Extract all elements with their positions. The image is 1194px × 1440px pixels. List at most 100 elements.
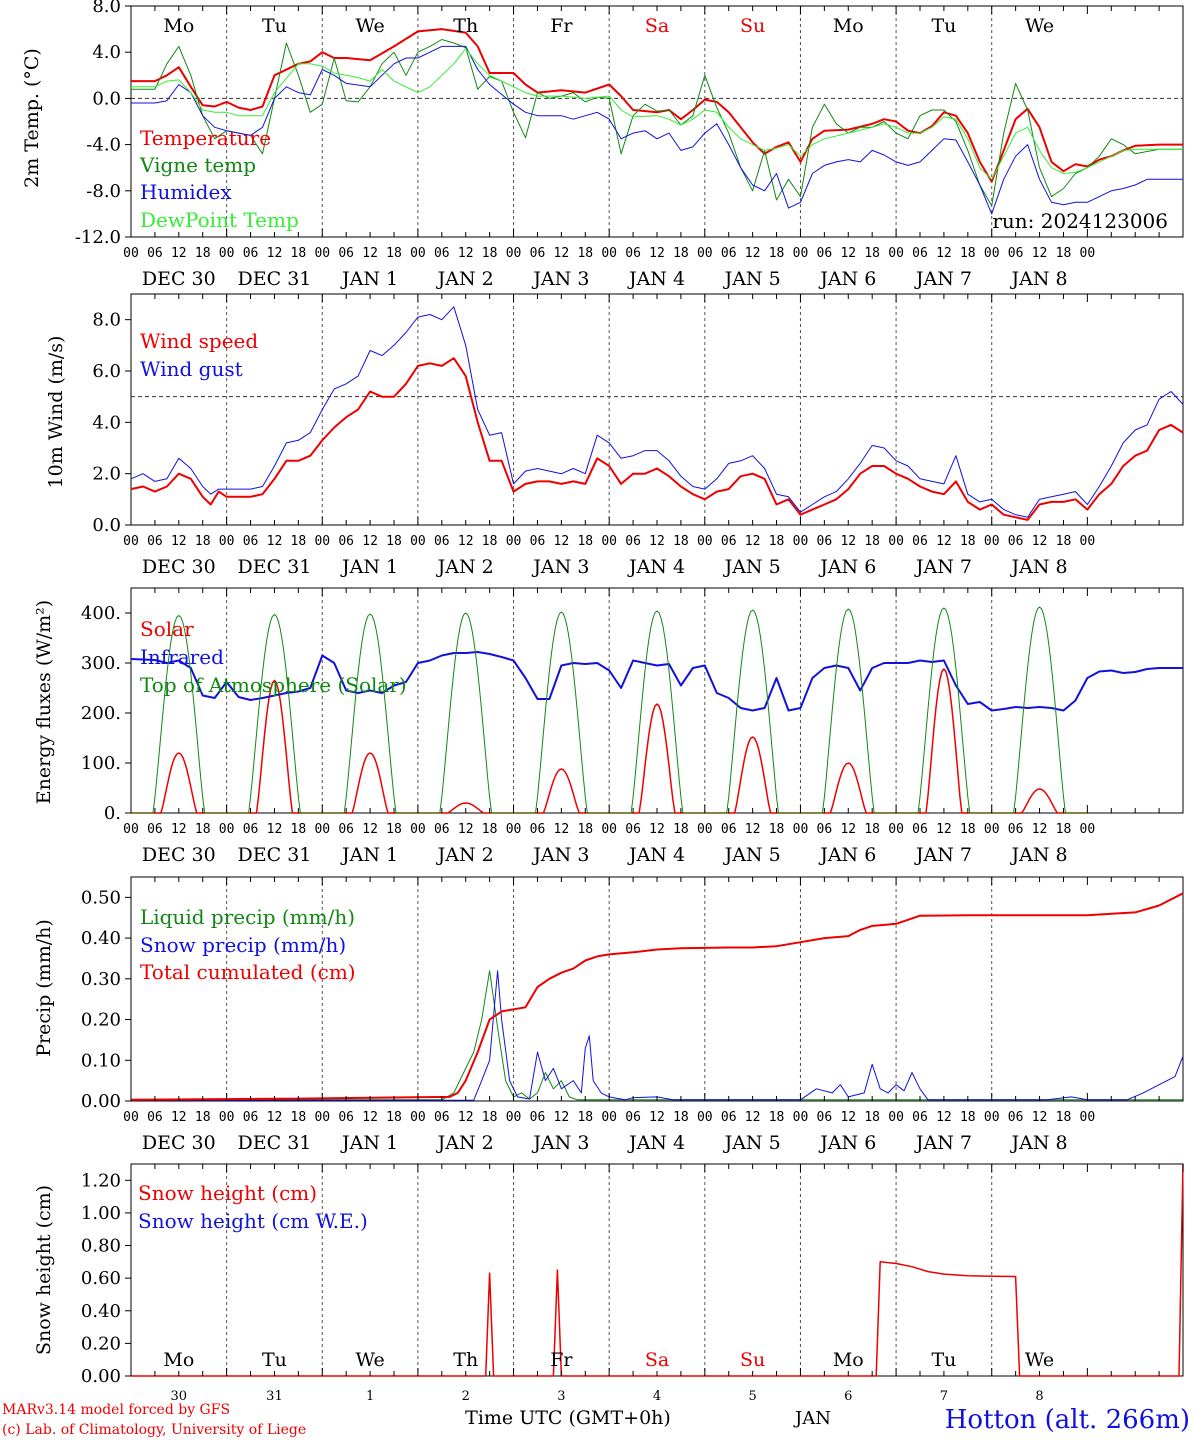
hour-tick-label: 18 [1056,534,1072,549]
date-label: JAN 2 [436,268,494,290]
hour-tick-label: 12 [936,534,952,549]
hour-tick-label: 00 [219,822,235,837]
hour-tick-label: 00 [219,246,235,261]
hour-tick-label: 00 [1080,534,1096,549]
y-tick-label: 6.0 [92,361,121,382]
weekday-label: We [355,1349,384,1371]
y-tick-label: 0.40 [81,1301,121,1322]
hour-tick-label: 00 [410,822,426,837]
hour-tick-label: 06 [817,822,833,837]
y-tick-label: 2.0 [92,464,121,485]
month-label: JAN [793,1408,831,1429]
hour-tick-label: 00 [888,822,904,837]
hour-tick-label: 06 [1008,534,1024,549]
hour-tick-label: 06 [338,1110,354,1125]
weekday-label: Tu [262,15,287,37]
date-label: DEC 31 [238,844,312,866]
precip-ylabel: Precip (mm/h) [33,919,55,1057]
hour-tick-label: 06 [243,1110,259,1125]
lab-credit: (c) Lab. of Climatology, University of L… [2,1422,306,1438]
y-tick-label: 0.60 [81,1268,121,1289]
temperature-ylabel: 2m Temp. (°C) [21,48,43,188]
legend-humidex: Humidex [140,180,232,204]
hour-tick-label: 12 [554,1110,570,1125]
y-tick-label: 0.30 [81,969,121,990]
date-label: JAN 7 [914,268,972,290]
date-label: JAN 2 [436,844,494,866]
weekday-label: Th [453,15,478,37]
legend-infrared: Infrared [140,645,224,669]
day-number-label: 31 [266,1389,283,1404]
y-tick-label: 300. [81,653,121,674]
y-tick-label: 0.00 [81,1091,121,1112]
y-tick-label: 200. [81,703,121,724]
hour-tick-label: 00 [888,534,904,549]
date-label: JAN 4 [627,268,685,290]
date-label: JAN 6 [818,556,876,578]
weekday-label: Fr [550,1349,573,1371]
hour-tick-label: 00 [1080,246,1096,261]
weekday-label: We [1025,1349,1054,1371]
legend-liquid-precip: Liquid precip (mm/h) [140,905,355,929]
hour-tick-label: 12 [1032,1110,1048,1125]
date-label: JAN 3 [531,844,589,866]
hour-tick-label: 18 [960,246,976,261]
hour-tick-label: 18 [864,246,880,261]
hour-tick-label: 18 [960,1110,976,1125]
hour-tick-label: 12 [362,534,378,549]
date-label: JAN 6 [818,1132,876,1154]
hour-tick-label: 00 [123,822,139,837]
hour-tick-label: 00 [1080,1110,1096,1125]
date-label: JAN 1 [340,556,398,578]
hour-tick-label: 12 [458,534,474,549]
hour-tick-label: 18 [864,822,880,837]
hour-tick-label: 18 [195,534,211,549]
hour-tick-label: 18 [195,1110,211,1125]
legend-toa-solar: Top of Atmosphere (Solar) [140,673,407,697]
hour-tick-label: 18 [1056,1110,1072,1125]
weekday-label: Su [740,1349,765,1371]
y-tick-label: 0.0 [92,515,121,536]
date-label: JAN 1 [340,268,398,290]
legend-snow-height-we: Snow height (cm W.E.) [138,1209,368,1233]
hour-tick-label: 12 [649,246,665,261]
legend-vigne-temp: Vigne temp [139,153,256,177]
series-line-total-cumulated-cm- [130,892,1184,1101]
weekday-label: Tu [931,15,956,37]
hour-tick-label: 18 [1056,822,1072,837]
hour-tick-label: 18 [1056,246,1072,261]
hour-tick-label: 12 [936,822,952,837]
y-tick-label: 0.20 [81,1333,121,1354]
y-tick-label: 0. [104,803,121,824]
y-tick-label: 4.0 [92,412,121,433]
date-label: DEC 31 [238,1132,312,1154]
temperature-legend: Temperature Vigne temp Humidex DewPoint … [139,126,1168,233]
hour-tick-label: 18 [291,1110,307,1125]
hour-tick-label: 12 [554,822,570,837]
hour-tick-label: 06 [912,534,928,549]
legend-wind-gust: Wind gust [140,357,243,381]
hour-tick-label: 00 [601,1110,617,1125]
hour-tick-label: 18 [386,1110,402,1125]
hour-tick-label: 06 [625,534,641,549]
hour-tick-label: 18 [291,822,307,837]
hour-tick-label: 18 [769,822,785,837]
hour-tick-label: 00 [506,822,522,837]
legend-snow-precip: Snow precip (mm/h) [140,933,346,957]
weekday-label: Mo [833,15,864,37]
day-number-label: 30 [171,1389,188,1404]
hour-tick-label: 12 [840,822,856,837]
hour-tick-label: 00 [410,1110,426,1125]
day-number-label: 7 [940,1389,948,1404]
date-label: JAN 3 [531,556,589,578]
hour-tick-label: 18 [864,534,880,549]
day-number-label: 4 [653,1389,661,1404]
hour-tick-label: 12 [936,246,952,261]
hour-tick-label: 00 [793,1110,809,1125]
legend-solar: Solar [140,617,194,641]
hour-tick-label: 12 [1032,822,1048,837]
hour-tick-label: 00 [697,246,713,261]
hour-tick-label: 12 [745,822,761,837]
plot-frame [130,5,1184,238]
model-credit: MARv3.14 model forced by GFS [2,1402,230,1418]
